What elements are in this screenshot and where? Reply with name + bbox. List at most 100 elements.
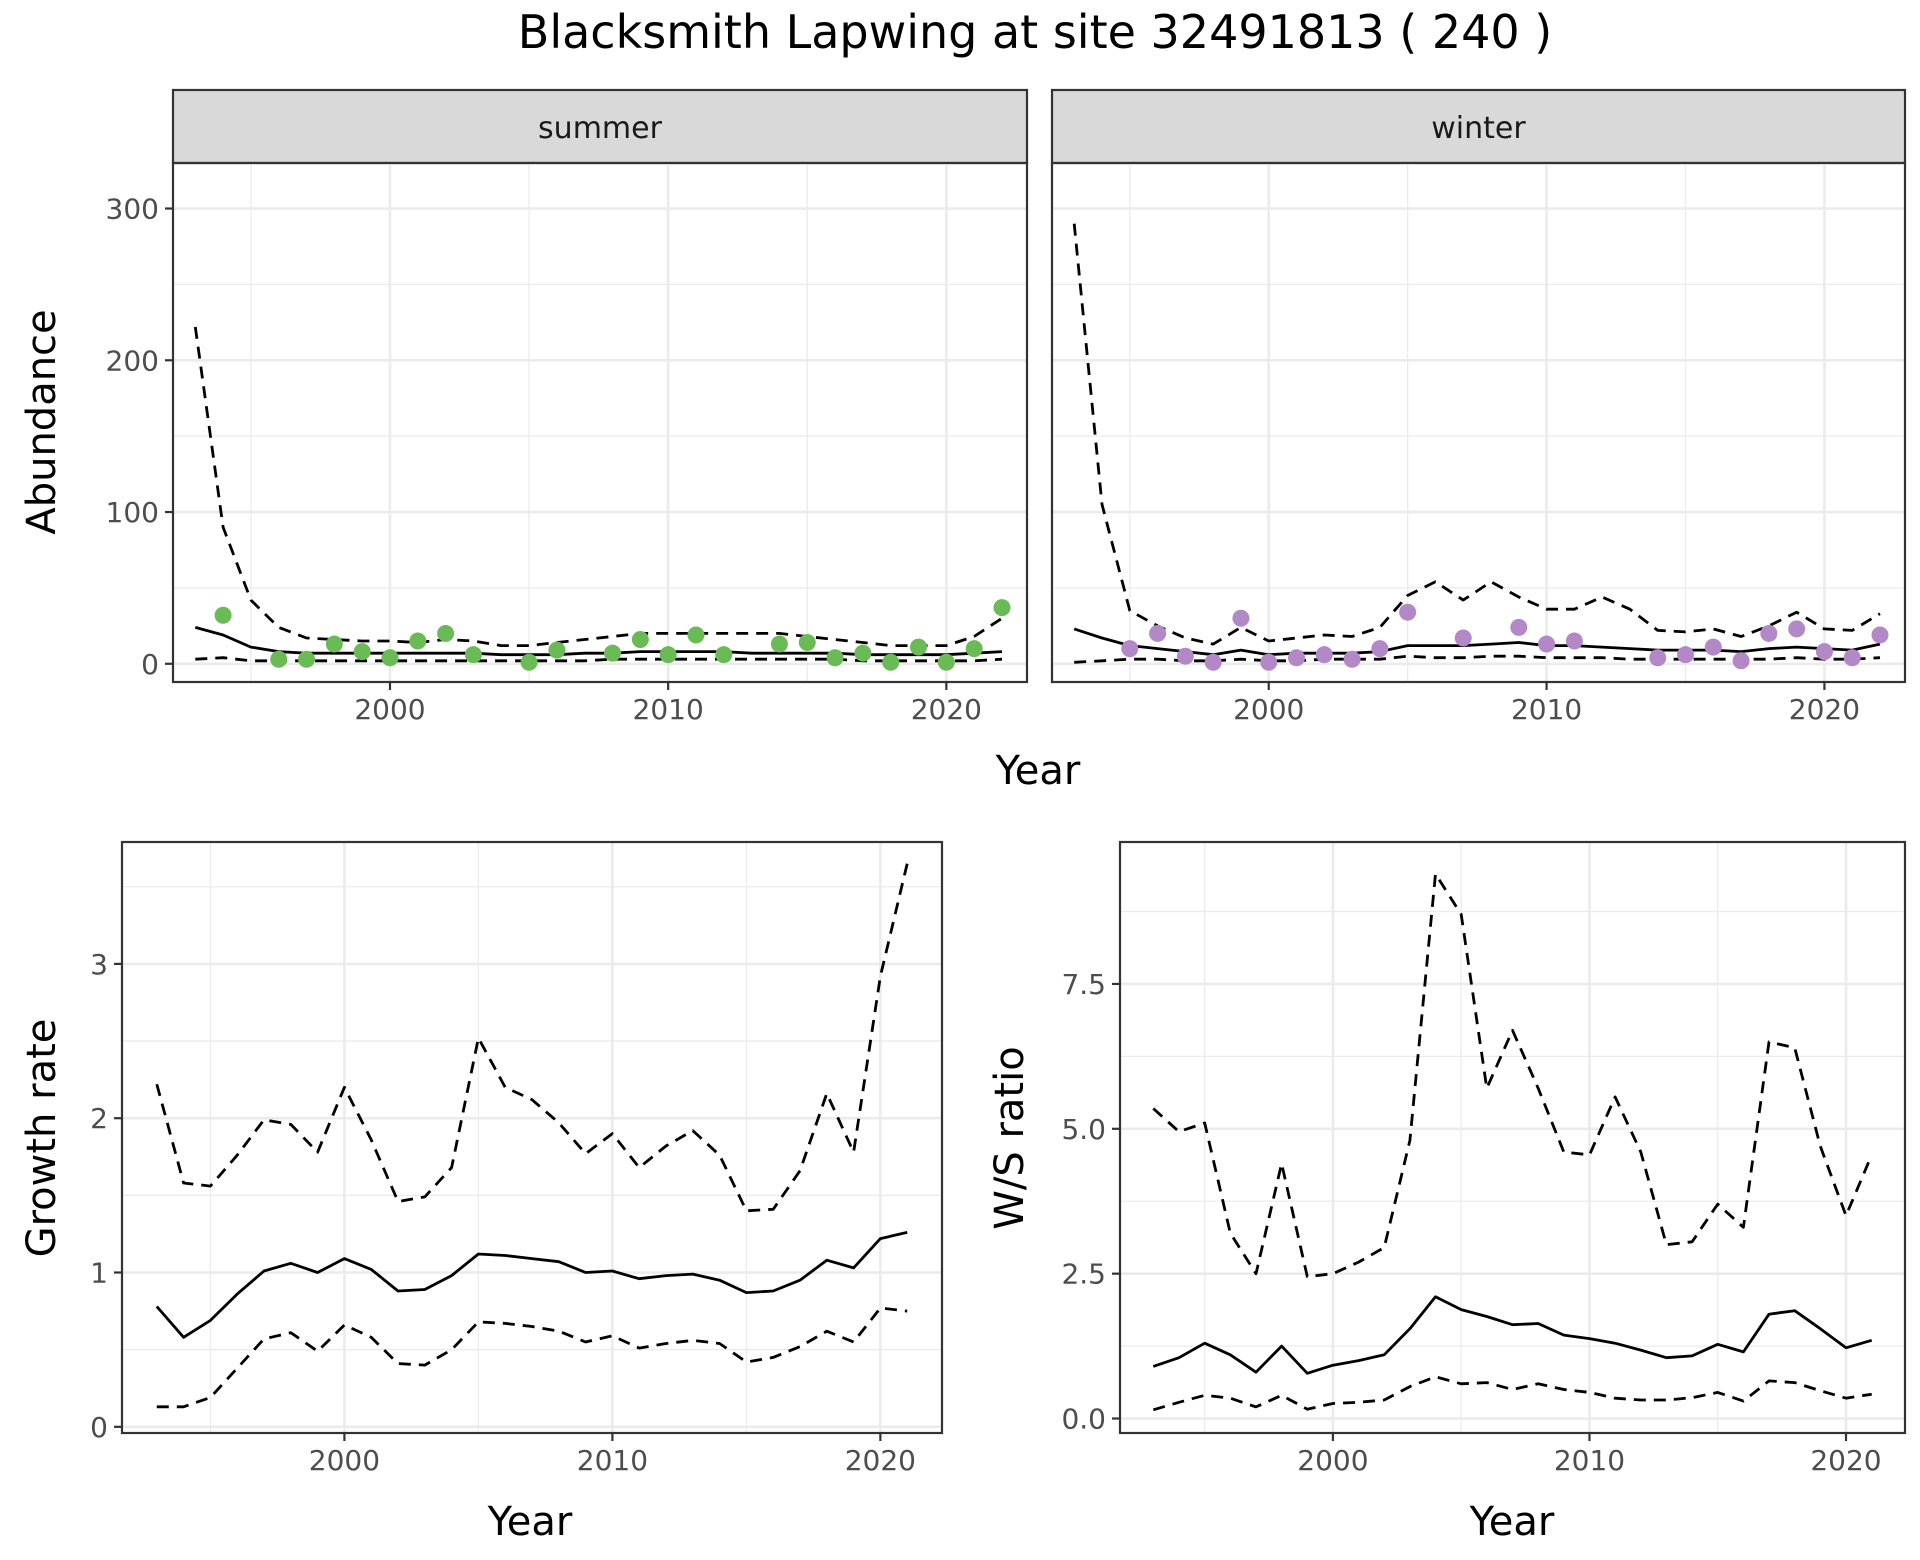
upper-bound-line [1072,223,1881,646]
data-point [548,641,566,659]
data-point [437,624,455,642]
x-tick-label: 2000 [309,1444,380,1477]
ws-x-axis-label: Year [1469,1499,1555,1545]
mean-line [1073,627,1881,657]
data-point [910,638,928,656]
abundance-winter-panel [1050,161,1907,690]
data-point [409,632,427,650]
mean-line [1152,1295,1873,1375]
upper-bound-line [193,326,1003,647]
data-point [1371,640,1389,658]
data-point [1510,618,1528,636]
data-point [1315,646,1333,664]
y-tick-label: 1 [90,1257,108,1290]
data-point [1121,640,1139,658]
data-point [1232,609,1250,627]
data-point [298,650,316,668]
data-point [937,653,955,671]
facet-label-summer: summer [538,111,663,146]
data-point [1676,646,1694,664]
data-point [381,649,399,667]
data-point [798,634,816,652]
data-point [270,650,288,668]
facet-strip-winter [1050,88,1907,165]
x-tick-label: 2000 [354,693,425,726]
x-tick-label: 2020 [1789,693,1860,726]
x-tick-label: 2000 [1233,693,1304,726]
data-point [659,646,677,664]
data-point [1565,632,1583,650]
x-tick-label: 2020 [845,1444,916,1477]
x-tick-label: 2000 [1297,1444,1368,1477]
y-tick-label: 2.5 [1061,1258,1106,1291]
data-point [1732,652,1750,670]
data-point [520,653,538,671]
data-point [1149,624,1167,642]
data-point [715,646,733,664]
x-tick-label: 2010 [633,693,704,726]
ws-y-axis-label: W/S ratio [987,1046,1033,1229]
x-tick-label: 2010 [577,1444,648,1477]
data-point [1260,653,1278,671]
data-point [353,643,371,661]
lower-bound-line [1152,1375,1872,1412]
data-point [1343,650,1361,668]
abundance-y-axis-label: Abundance [19,309,65,534]
data-point [770,635,788,653]
data-point [1399,603,1417,621]
data-point [687,626,705,644]
x-tick-label: 2010 [1554,1444,1625,1477]
data-point [826,649,844,667]
data-point [1288,649,1306,667]
data-point [604,644,622,662]
abundance-x-axis-label: Year [995,748,1081,794]
x-tick-label: 2020 [1810,1444,1881,1477]
data-point [1788,620,1806,638]
upper-bound-line [1152,872,1873,1278]
y-tick-label: 300 [106,193,159,226]
abundance-summer-panel [165,161,1029,690]
panel-border [1118,840,1907,1435]
abundance-winter-marks [1072,223,1889,671]
data-point [854,644,872,662]
y-tick-label: 5.0 [1061,1113,1106,1146]
abundance-summer-marks [193,326,1011,671]
mean-line [155,1231,908,1339]
data-point [1760,624,1778,642]
panel-border [120,840,944,1435]
lower-bound-line [156,1306,908,1409]
data-point [965,640,983,658]
y-tick-label: 100 [106,496,159,529]
x-tick-label: 2020 [911,693,982,726]
data-point [1815,643,1833,661]
panel-border [1050,161,1907,684]
y-tick-label: 200 [106,344,159,377]
upper-bound-line [155,863,909,1213]
y-tick-label: 2 [90,1102,108,1135]
ws-ratio-panel [1112,840,1907,1441]
data-point [1176,647,1194,665]
y-tick-label: 7.5 [1061,968,1106,1001]
data-point [1649,649,1667,667]
data-point [993,599,1011,617]
panel-border [171,161,1029,684]
y-tick-label: 3 [90,948,108,981]
growth-x-axis-label: Year [487,1499,573,1545]
lower-bound-line [1074,654,1881,664]
figure-title: Blacksmith Lapwing at site 32491813 ( 24… [518,5,1552,59]
data-point [1204,653,1222,671]
data-point [882,653,900,671]
y-tick-label: 0 [90,1411,108,1444]
facet-label-winter: winter [1431,111,1526,146]
growth-y-axis-label: Growth rate [19,1019,65,1258]
y-tick-label: 0.0 [1061,1403,1106,1436]
growth-panel [114,840,944,1441]
data-point [1538,635,1556,653]
data-point [464,646,482,664]
x-tick-label: 2010 [1511,693,1582,726]
growth-marks [155,863,909,1409]
data-point [631,631,649,649]
ws-ratio-marks [1152,872,1873,1412]
